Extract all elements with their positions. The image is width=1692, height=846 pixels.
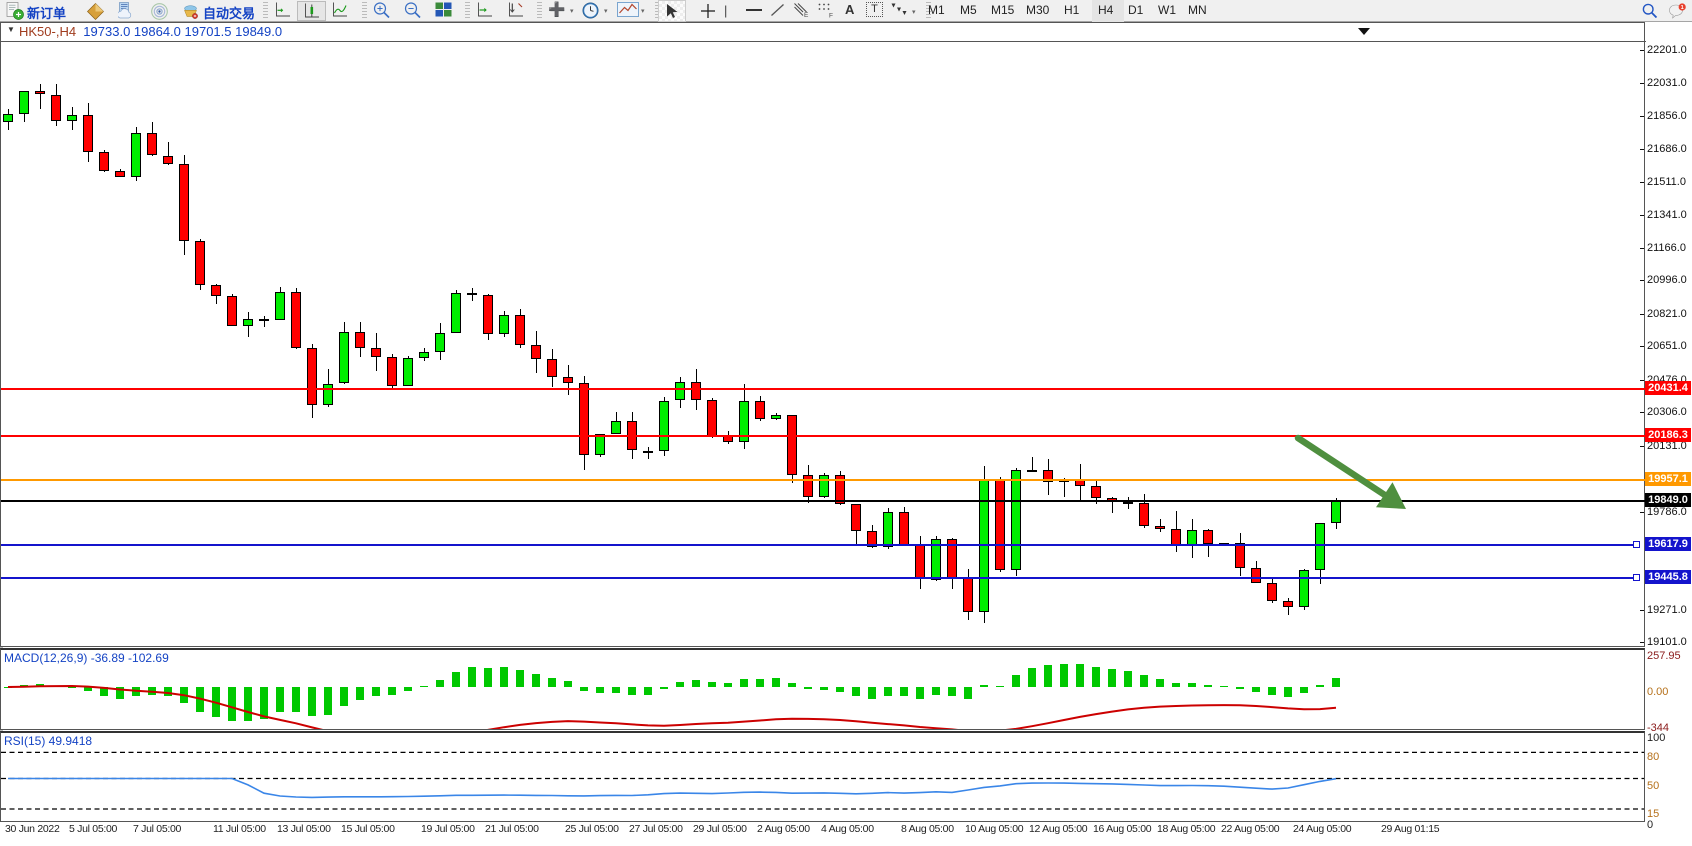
svg-text:F: F xyxy=(829,13,833,19)
svg-text:E: E xyxy=(804,12,809,18)
svg-text:1: 1 xyxy=(1681,5,1684,11)
